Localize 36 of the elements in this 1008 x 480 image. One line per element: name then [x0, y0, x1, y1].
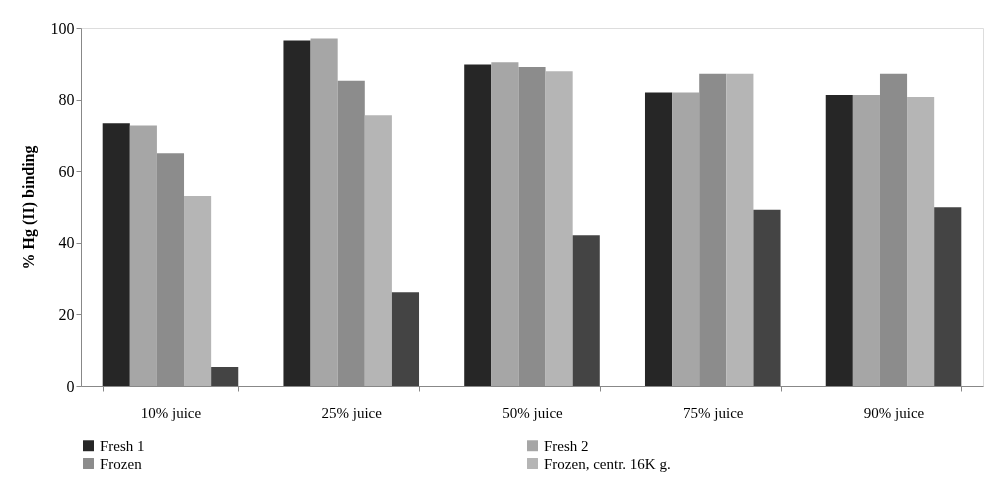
legend-label: Frozen, centr. 16K g. [544, 455, 671, 472]
bar [102, 123, 130, 386]
bar [129, 125, 157, 386]
y-tick-label: 60 [58, 162, 75, 180]
bar [491, 62, 519, 386]
y-tick-label: 40 [58, 234, 75, 252]
bar [283, 40, 311, 386]
y-tick-label: 100 [50, 19, 75, 37]
x-tick-label: 90% juice [863, 404, 925, 421]
bar [391, 292, 420, 386]
bar [572, 235, 600, 386]
bar [211, 367, 239, 386]
x-tick-label: 50% juice [502, 404, 564, 421]
bar [310, 38, 338, 386]
bar [644, 92, 673, 386]
y-tick-label: 80 [58, 91, 75, 109]
legend-label: Fresh 2 [544, 437, 589, 454]
bar [464, 64, 492, 386]
bar [825, 94, 853, 386]
legend-label: Frozen [100, 455, 143, 472]
y-axis-title: % Hg (II) binding [19, 145, 38, 270]
bar [184, 195, 212, 386]
y-tick-label: 0 [66, 377, 75, 395]
bar [753, 209, 781, 386]
bar [672, 92, 700, 386]
bar [907, 97, 935, 386]
x-tick-label: 10% juice [140, 404, 202, 421]
bar [364, 115, 392, 386]
bar [726, 73, 754, 386]
y-tick-label: 20 [58, 305, 75, 323]
legend-label: Fresh 1 [100, 437, 145, 454]
bar [852, 94, 880, 386]
bar [545, 71, 573, 386]
x-tick-label: 75% juice [683, 404, 744, 421]
x-tick-label: 25% juice [321, 404, 383, 421]
bar [934, 207, 962, 386]
